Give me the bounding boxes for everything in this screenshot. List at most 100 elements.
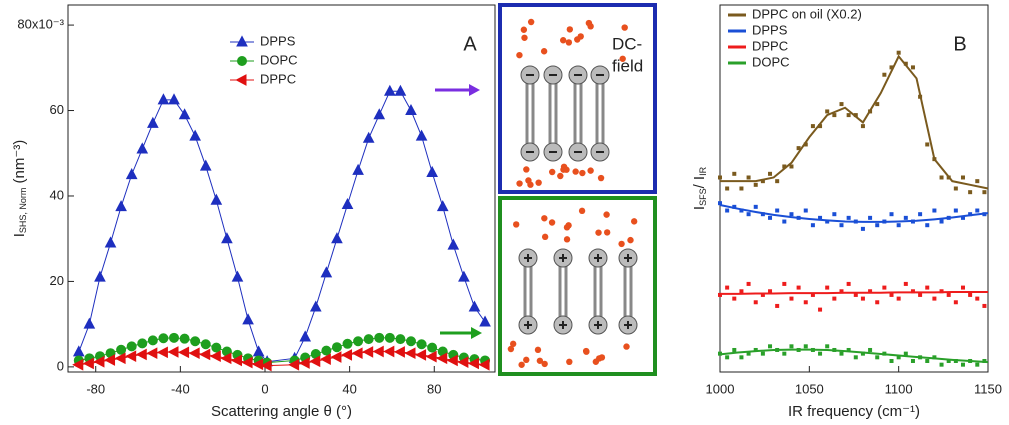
point bbox=[810, 292, 815, 297]
point bbox=[436, 352, 448, 365]
water bbox=[536, 357, 544, 364]
water bbox=[621, 24, 628, 31]
point bbox=[782, 219, 787, 224]
point bbox=[426, 165, 438, 177]
point bbox=[331, 342, 342, 353]
point bbox=[925, 285, 930, 290]
point bbox=[104, 236, 117, 248]
y-label-sub: SHS, Norm bbox=[18, 188, 28, 234]
point bbox=[896, 355, 901, 360]
point bbox=[340, 349, 353, 361]
point bbox=[210, 193, 223, 205]
water bbox=[623, 343, 630, 350]
point bbox=[782, 164, 787, 169]
point bbox=[178, 108, 191, 120]
point bbox=[960, 175, 965, 180]
point bbox=[846, 281, 851, 286]
point bbox=[252, 358, 264, 371]
point bbox=[393, 346, 405, 358]
point bbox=[760, 179, 765, 184]
point bbox=[189, 129, 201, 141]
point bbox=[362, 346, 374, 358]
water bbox=[523, 166, 530, 173]
x-tick-label: 0 bbox=[261, 381, 268, 396]
y-tick-label: 20 bbox=[50, 273, 64, 288]
point bbox=[932, 208, 937, 213]
point bbox=[739, 289, 744, 294]
point bbox=[718, 201, 722, 206]
point bbox=[939, 219, 944, 224]
point bbox=[447, 238, 460, 250]
point bbox=[768, 289, 773, 294]
point bbox=[918, 292, 923, 297]
point bbox=[362, 131, 375, 143]
point bbox=[220, 352, 232, 365]
point bbox=[126, 341, 137, 352]
point bbox=[252, 345, 265, 357]
point bbox=[209, 350, 221, 363]
point bbox=[739, 186, 744, 191]
point bbox=[725, 355, 730, 360]
point bbox=[839, 351, 844, 356]
water bbox=[598, 354, 606, 361]
water bbox=[507, 345, 515, 353]
point bbox=[918, 212, 923, 217]
legend-label: DPPC bbox=[260, 71, 296, 86]
legend-label: DPPS bbox=[260, 33, 296, 48]
water bbox=[579, 169, 586, 177]
point bbox=[211, 342, 222, 353]
y-axis-label: ISHS, Norm (nm⁻³) bbox=[11, 140, 28, 238]
point bbox=[158, 333, 169, 344]
water bbox=[572, 168, 579, 175]
water bbox=[521, 34, 528, 41]
point bbox=[889, 65, 894, 70]
point bbox=[415, 129, 428, 141]
point bbox=[241, 356, 253, 369]
point bbox=[818, 124, 823, 129]
point bbox=[975, 179, 980, 184]
point bbox=[946, 358, 951, 363]
point bbox=[373, 108, 386, 120]
point bbox=[768, 215, 773, 220]
arrow-head bbox=[471, 327, 482, 339]
plot-frame bbox=[67, 4, 496, 373]
point bbox=[939, 362, 944, 367]
point bbox=[394, 84, 407, 96]
point bbox=[910, 358, 915, 363]
water bbox=[525, 177, 532, 184]
water bbox=[587, 167, 594, 174]
water bbox=[541, 233, 549, 241]
point bbox=[968, 190, 973, 195]
point bbox=[796, 146, 801, 151]
point bbox=[860, 124, 865, 129]
water bbox=[587, 23, 594, 30]
x-tick-label: -40 bbox=[171, 381, 190, 396]
water bbox=[557, 172, 564, 180]
point bbox=[320, 266, 333, 278]
y-label-sub: IR bbox=[698, 166, 708, 176]
water bbox=[597, 174, 605, 182]
point bbox=[832, 113, 837, 118]
point bbox=[853, 355, 858, 360]
point bbox=[868, 289, 873, 294]
water bbox=[566, 358, 573, 366]
point bbox=[975, 296, 980, 301]
point bbox=[732, 296, 737, 301]
point bbox=[384, 84, 396, 96]
point bbox=[732, 347, 737, 352]
point bbox=[260, 359, 272, 372]
point bbox=[853, 292, 858, 297]
point bbox=[353, 336, 364, 347]
point bbox=[775, 208, 780, 213]
point bbox=[825, 219, 830, 224]
point bbox=[103, 354, 116, 366]
point bbox=[405, 336, 416, 347]
point bbox=[200, 339, 211, 350]
point bbox=[982, 303, 987, 308]
point bbox=[446, 354, 458, 367]
x-tick-label: 1000 bbox=[706, 381, 735, 396]
y-label-unit: (nm⁻³) bbox=[11, 140, 28, 188]
point bbox=[860, 296, 865, 301]
point bbox=[903, 281, 908, 286]
point bbox=[746, 351, 751, 356]
